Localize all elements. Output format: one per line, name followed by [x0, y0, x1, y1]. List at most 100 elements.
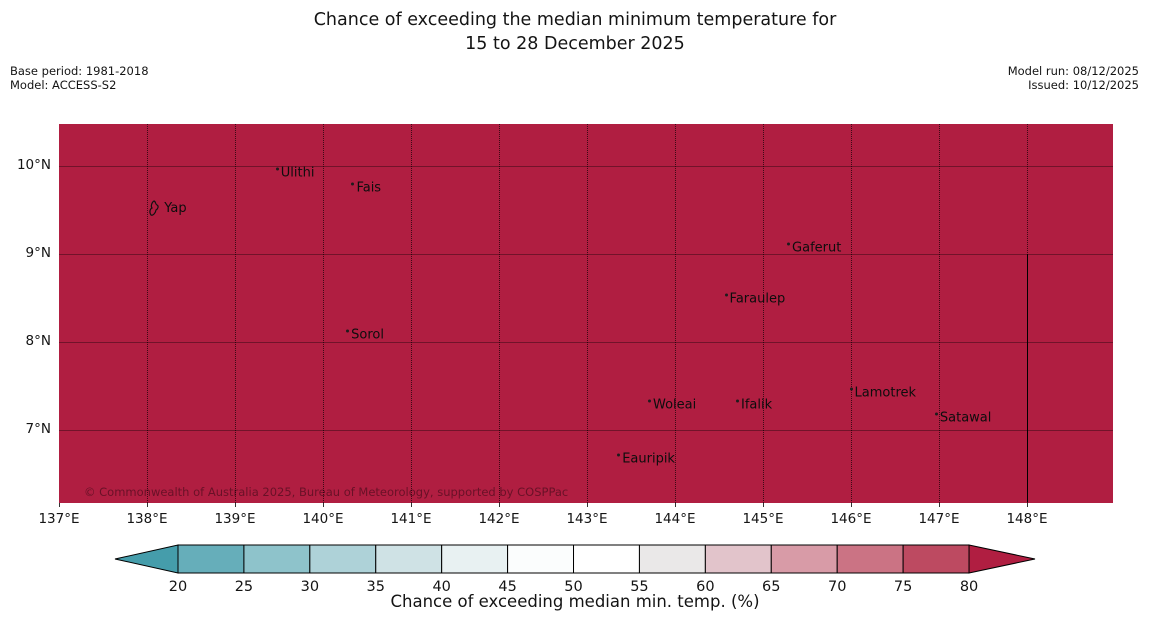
- longitude-tick: [411, 503, 412, 507]
- colorbar-segment: [243, 544, 311, 574]
- longitude-tick-label: 139°E: [214, 511, 256, 527]
- longitude-tick-label: 146°E: [830, 511, 872, 527]
- latitude-tick-label: 10°N: [16, 156, 51, 173]
- island-marker-icon: [351, 182, 355, 186]
- copyright-text: © Commonwealth of Australia 2025, Bureau…: [84, 485, 569, 499]
- colorbar-segment: [704, 544, 772, 574]
- longitude-tick: [235, 503, 236, 507]
- model-info: Base period: 1981-2018 Model: ACCESS-S2: [10, 64, 149, 92]
- place-label-fais: Fais: [351, 180, 381, 195]
- island-marker-icon: [617, 453, 621, 457]
- place-label-woleai: Woleai: [648, 398, 696, 413]
- colorbar-tick-label: 60: [696, 579, 714, 595]
- longitude-gridline: [763, 124, 764, 503]
- latitude-gridline: [59, 341, 1113, 343]
- place-label-lamotrek: Lamotrek: [849, 385, 917, 401]
- place-label-faraulep: Faraulep: [724, 291, 786, 307]
- place-label-yap: Yap: [147, 199, 187, 217]
- longitude-tick: [851, 503, 852, 507]
- model-text: Model: ACCESS-S2: [10, 78, 117, 92]
- place-name: Yap: [164, 200, 187, 216]
- state-boundary-line: [1027, 253, 1028, 503]
- longitude-tick: [147, 503, 148, 507]
- colorbar-segment: [309, 544, 377, 574]
- map-area: © Commonwealth of Australia 2025, Bureau…: [59, 124, 1113, 503]
- colorbar-tick-label: 55: [630, 579, 648, 595]
- colorbar-caption: Chance of exceeding median min. temp. (%…: [390, 592, 760, 611]
- place-name: Gaferut: [792, 240, 842, 256]
- latitude-gridline: [59, 165, 1113, 167]
- colorbar-segment: [375, 544, 443, 574]
- island-marker-icon: [736, 399, 739, 403]
- longitude-tick: [59, 503, 60, 507]
- colorbar-tick-label: 40: [432, 579, 450, 595]
- longitude-tick-label: 141°E: [390, 511, 432, 527]
- colorbar-segment: [573, 544, 640, 574]
- run-info: Model run: 08/12/2025 Issued: 10/12/2025: [1008, 64, 1139, 92]
- longitude-gridline: [323, 124, 324, 503]
- colorbar-segment: [507, 544, 575, 574]
- colorbar: 20 25 30 35 40 45 50 55 60 65 70 75 80: [114, 544, 1036, 595]
- longitude-tick-label: 137°E: [38, 511, 80, 527]
- place-name: Faraulep: [729, 291, 786, 307]
- longitude-tick-label: 138°E: [126, 511, 168, 527]
- colorbar-under-arrow: [114, 544, 179, 574]
- longitude-tick: [763, 503, 764, 507]
- longitude-tick-label: 147°E: [918, 511, 960, 527]
- issued-text: Issued: 10/12/2025: [1028, 78, 1139, 92]
- yap-island-icon: [149, 200, 159, 216]
- longitude-tick-label: 144°E: [654, 511, 696, 527]
- place-label-satawal: Satawal: [934, 410, 991, 425]
- colorbar-tick-label: 35: [367, 579, 385, 595]
- colorbar-segment: [902, 544, 970, 574]
- place-name: Lamotrek: [854, 385, 917, 401]
- island-marker-icon: [724, 293, 728, 297]
- model-run-text: Model run: 08/12/2025: [1007, 64, 1139, 78]
- island-marker-icon: [275, 167, 279, 171]
- place-name: Ifalik: [741, 397, 773, 413]
- colorbar-tick-label: 75: [894, 579, 912, 595]
- place-name: Sorol: [351, 327, 384, 343]
- figure-title: Chance of exceeding the median minimum t…: [0, 8, 1150, 56]
- title-line-1: Chance of exceeding the median minimum t…: [313, 10, 837, 30]
- longitude-tick-label: 148°E: [1006, 511, 1048, 527]
- colorbar-tick-label: 30: [301, 579, 319, 595]
- place-label-sorol: Sorol: [346, 327, 384, 342]
- longitude-tick: [675, 503, 676, 507]
- colorbar-tick-label: 80: [960, 579, 978, 595]
- longitude-gridline: [587, 124, 588, 503]
- place-name: Woleai: [653, 397, 697, 413]
- latitude-tick-label: 9°N: [25, 244, 51, 261]
- place-label-gaferut: Gaferut: [787, 240, 841, 255]
- latitude-gridline: [59, 253, 1113, 255]
- island-marker-icon: [934, 412, 938, 416]
- colorbar-over-arrow: [968, 544, 1036, 574]
- base-period-text: Base period: 1981-2018: [10, 64, 149, 78]
- title-line-2: 15 to 28 December 2025: [465, 34, 685, 54]
- latitude-tick-label: 7°N: [25, 420, 51, 437]
- longitude-gridline: [675, 124, 676, 503]
- latitude-gridline: [59, 429, 1113, 431]
- longitude-tick: [1027, 503, 1028, 507]
- longitude-tick-label: 143°E: [566, 511, 608, 527]
- longitude-gridline: [411, 124, 412, 503]
- colorbar-segment: [638, 544, 706, 574]
- island-marker-icon: [849, 387, 853, 391]
- colorbar-tick-label: 50: [564, 579, 582, 595]
- place-name: Eauripik: [622, 451, 675, 467]
- island-marker-icon: [346, 329, 350, 333]
- longitude-gridline: [851, 124, 852, 503]
- place-label-eauripik: Eauripik: [617, 452, 675, 467]
- place-name: Ulithi: [280, 165, 315, 181]
- colorbar-tick-label: 25: [235, 579, 253, 595]
- longitude-gridline: [147, 124, 148, 503]
- longitude-tick-label: 140°E: [302, 511, 344, 527]
- island-marker-icon: [787, 242, 791, 246]
- colorbar-segment: [177, 544, 245, 574]
- colorbar-tick-label: 45: [498, 579, 516, 595]
- longitude-tick: [323, 503, 324, 507]
- place-label-ifalik: Ifalik: [736, 398, 772, 413]
- longitude-tick-label: 142°E: [478, 511, 520, 527]
- place-name: Fais: [356, 180, 382, 196]
